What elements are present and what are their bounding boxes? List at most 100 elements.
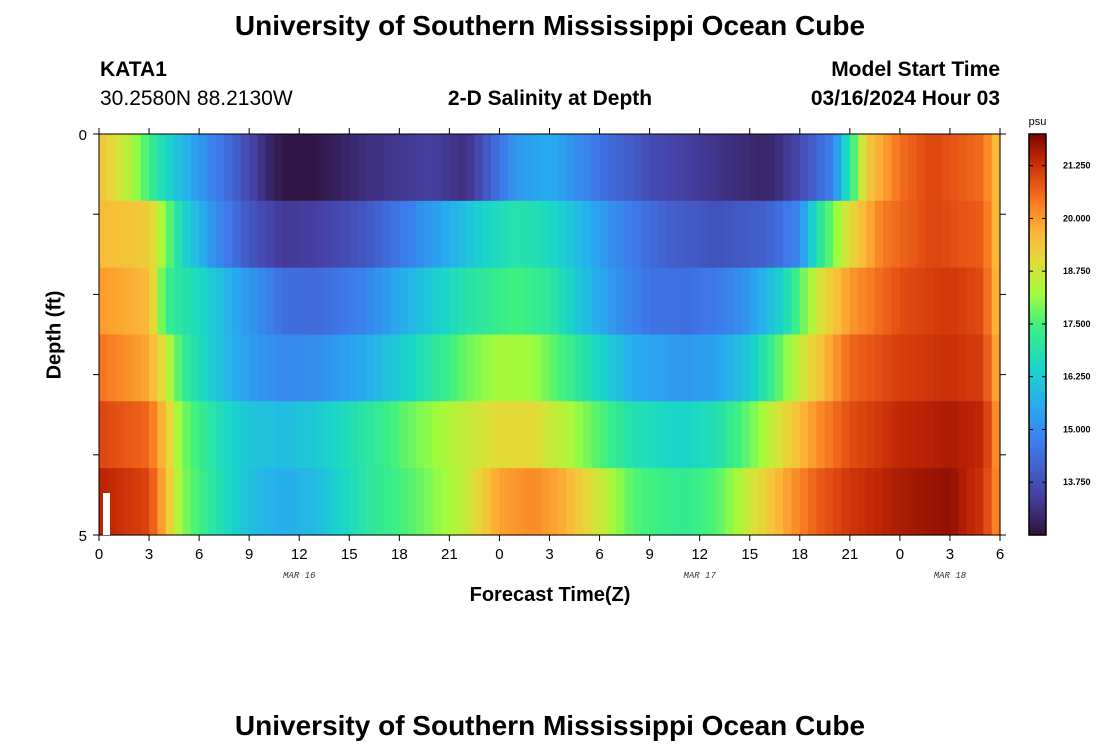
heatmap-cell (182, 267, 192, 336)
x-tick-label: 15 (741, 546, 758, 563)
heatmap-cell (466, 134, 476, 202)
heatmap-cell (758, 267, 767, 336)
heatmap-cell (399, 468, 409, 536)
heatmap-cell (182, 401, 192, 469)
heatmap-cell (382, 334, 392, 402)
heatmap-cell (958, 267, 968, 336)
heatmap-cell (257, 134, 267, 202)
x-axis: 0 3 6 9 12 15 18 21 0 3 6 9 12 15 18 21 0 3 6 MAR 16 MAR 17 M… (95, 128, 1004, 581)
heatmap-cell (541, 401, 551, 469)
heatmap-cell (649, 468, 659, 536)
heatmap-cell (232, 200, 242, 269)
heatmap-cell (866, 334, 876, 402)
heatmap-cell (824, 468, 834, 536)
x-tick-label: 0 (495, 546, 503, 563)
heatmap-cell (749, 134, 759, 202)
heatmap-cell (983, 267, 993, 336)
heatmap-cell (791, 401, 801, 469)
heatmap-cell (99, 401, 108, 469)
heatmap-cell (165, 200, 175, 269)
heatmap-cell (641, 468, 651, 536)
heatmap-cell (616, 401, 626, 469)
heatmap-cell (616, 200, 626, 269)
heatmap-cell (549, 134, 559, 202)
heatmap-cell (265, 468, 275, 536)
heatmap-cell (274, 134, 284, 202)
heatmap-cell (716, 134, 726, 202)
heatmap-cell (616, 267, 626, 336)
heatmap-cell (332, 134, 342, 202)
heatmap-cell (833, 134, 843, 202)
heatmap-cell (441, 200, 450, 269)
heatmap-cell (574, 134, 584, 202)
heatmap-cell (774, 134, 784, 202)
heatmap-cell (474, 334, 484, 402)
heatmap-cell (340, 468, 350, 536)
heatmap-cell (616, 468, 626, 536)
heatmap-cell (949, 200, 959, 269)
heatmap-cell (107, 267, 117, 336)
heatmap-cell (908, 134, 918, 202)
heatmap-cell (557, 134, 567, 202)
heatmap-cell (699, 468, 709, 536)
heatmap-cell (274, 200, 284, 269)
heatmap-cell (599, 267, 609, 336)
heatmap-cell (449, 468, 459, 536)
heatmap-cell (949, 134, 959, 202)
heatmap-cell (207, 134, 217, 202)
heatmap-cell (474, 134, 484, 202)
heatmap-cell (574, 401, 584, 469)
heatmap-cell (265, 200, 275, 269)
heatmap-cell (390, 134, 400, 202)
heatmap-cell (682, 468, 692, 536)
heatmap-cell (574, 267, 584, 336)
heatmap-cell (599, 468, 609, 536)
x-tick-label: 12 (691, 546, 708, 563)
heatmap-cell (891, 200, 901, 269)
heatmap-cell (182, 200, 192, 269)
heatmap-cell (899, 401, 909, 469)
heatmap-cell (841, 334, 851, 402)
heatmap-cell (891, 401, 901, 469)
heatmap-cell (866, 468, 876, 536)
heatmap-cell (649, 401, 659, 469)
heatmap-cell (591, 468, 601, 536)
heatmap-cell (299, 334, 309, 402)
heatmap-cell (716, 334, 726, 402)
heatmap-cell (307, 468, 317, 536)
heatmap-cell (941, 401, 951, 469)
heatmap-cell (974, 468, 984, 536)
heatmap-cell (791, 334, 801, 402)
heatmap-cell (991, 134, 1001, 202)
heatmap-cell (149, 200, 158, 269)
heatmap-cell (240, 134, 250, 202)
heatmap-cell (340, 334, 350, 402)
heatmap-cell (257, 468, 267, 536)
heatmap-cell (432, 267, 442, 336)
heatmap-cell (516, 134, 526, 202)
heatmap-cell (549, 334, 559, 402)
heatmap-cell (516, 200, 526, 269)
heatmap-cell (933, 334, 943, 402)
heatmap-cell (766, 401, 776, 469)
heatmap-cell (416, 334, 425, 402)
heatmap-cell (874, 401, 884, 469)
heatmap-cell (441, 401, 450, 469)
heatmap-cell (332, 468, 342, 536)
heatmap-cell (574, 200, 584, 269)
heatmap-cell (874, 468, 884, 536)
heatmap-cell (941, 134, 951, 202)
heatmap-cell (549, 200, 559, 269)
heatmap-cell (466, 200, 476, 269)
heatmap-cell (265, 267, 275, 336)
heatmap-cell (899, 200, 909, 269)
heatmap-cell (99, 334, 108, 402)
heatmap-cell (541, 334, 551, 402)
heatmap-cell (382, 267, 392, 336)
x-tick-label: 0 (896, 546, 904, 563)
heatmap-cell (641, 334, 651, 402)
heatmap-cell (749, 334, 759, 402)
heatmap-cell (349, 401, 359, 469)
heatmap-cell (224, 267, 234, 336)
